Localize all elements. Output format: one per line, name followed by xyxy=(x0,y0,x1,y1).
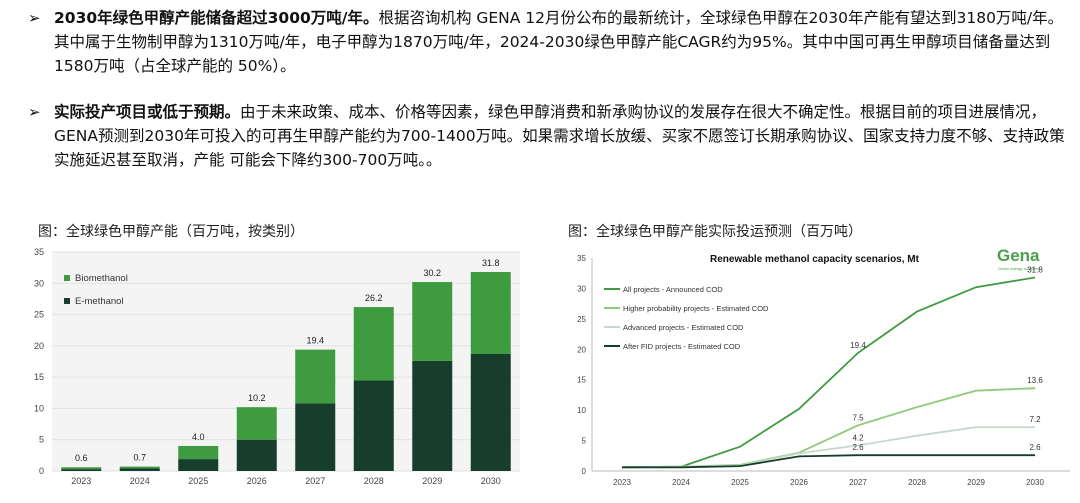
bar-segment-e-methanol xyxy=(236,439,277,471)
legend-label: E-methanol xyxy=(75,296,124,307)
bullet-actual-production: ➢ 实际投产项目或低于预期。由于未来政策、成本、价格等因素，绿色甲醇消费和新承购… xyxy=(28,100,1068,172)
line-series-1 xyxy=(621,276,1036,469)
line-data-label: 7.2 xyxy=(1029,415,1041,424)
gena-logo: Gena xyxy=(997,246,1040,265)
bar-segment-e-methanol xyxy=(353,380,394,471)
bar-total-label: 10.2 xyxy=(248,393,266,403)
line-y-tick-label: 5 xyxy=(582,437,587,446)
legend-swatch-biomethanol xyxy=(64,275,70,281)
line-y-tick-label: 30 xyxy=(577,284,586,293)
bullet-capacity-reserve: ➢ 2030年绿色甲醇产能储备超过3000万吨/年。根据咨询机构 GENA 12… xyxy=(28,6,1068,78)
bar-total-label: 31.8 xyxy=(482,258,500,268)
line-legend-label: After FID projects - Estimated COD xyxy=(623,342,741,351)
bar-segment-e-methanol xyxy=(61,469,102,471)
bar-x-tick-label: 2024 xyxy=(130,476,150,486)
line-y-tick-label: 20 xyxy=(577,345,586,354)
bar-y-tick-label: 20 xyxy=(34,341,44,351)
bar-segment-e-methanol xyxy=(119,468,160,471)
bar-segment-biomethanol xyxy=(61,467,102,470)
bar-x-tick-label: 2023 xyxy=(71,476,91,486)
bar-x-tick-label: 2029 xyxy=(422,476,442,486)
legend-label: Biomethanol xyxy=(75,273,128,284)
line-data-label: 2.6 xyxy=(852,443,864,452)
line-data-label: 7.5 xyxy=(852,413,864,422)
bullet-1-text: 根据咨询机构 GENA 12月份公布的最新统计，全球绿色甲醇在2030年产能有望… xyxy=(54,9,1064,75)
bar-total-label: 19.4 xyxy=(306,336,324,346)
legend-swatch-e-methanol xyxy=(64,298,70,304)
line-x-tick-label: 2027 xyxy=(849,478,867,487)
line-series-3 xyxy=(621,426,1035,469)
bar-x-tick-label: 2026 xyxy=(247,476,267,486)
line-chart: Renewable methanol capacity scenarios, M… xyxy=(577,246,1070,487)
bar-x-tick-label: 2025 xyxy=(188,476,208,486)
bar-y-tick-label: 5 xyxy=(39,435,44,445)
bar-segment-e-methanol xyxy=(470,353,511,471)
line-y-tick-label: 0 xyxy=(582,467,587,476)
line-data-label: 4.2 xyxy=(852,433,864,442)
bar-x-tick-label: 2027 xyxy=(305,476,325,486)
bar-segment-e-methanol xyxy=(412,360,453,471)
bar-total-label: 0.6 xyxy=(75,453,88,463)
line-legend-label: Higher probability projects - Estimated … xyxy=(623,304,769,313)
line-legend-label: All projects - Announced COD xyxy=(623,285,723,294)
arrow-bullet-icon: ➢ xyxy=(28,9,41,27)
line-y-tick-label: 10 xyxy=(577,406,586,415)
bar-segment-biomethanol xyxy=(236,407,277,440)
line-y-tick-label: 25 xyxy=(577,315,586,324)
bar-segment-biomethanol xyxy=(119,466,160,469)
line-y-tick-label: 15 xyxy=(577,376,586,385)
line-y-tick-label: 35 xyxy=(577,254,586,263)
arrow-bullet-icon: ➢ xyxy=(28,103,41,121)
bar-total-label: 0.7 xyxy=(133,453,146,463)
bar-total-label: 4.0 xyxy=(192,432,205,442)
line-x-tick-label: 2028 xyxy=(908,478,926,487)
bar-total-label: 26.2 xyxy=(365,293,383,303)
bar-segment-biomethanol xyxy=(295,349,336,404)
gena-logo-tagline: Green energy solutions xyxy=(998,266,1039,271)
bar-segment-biomethanol xyxy=(470,272,511,354)
bullet-2-text: 由于未来政策、成本、价格等因素，绿色甲醇消费和新承购协议的发展存在很大不确定性。… xyxy=(54,103,1065,169)
line-data-label: 2.6 xyxy=(1029,443,1041,452)
bar-y-tick-label: 35 xyxy=(34,247,44,257)
line-data-label: 19.4 xyxy=(850,341,866,350)
line-x-tick-label: 2026 xyxy=(790,478,808,487)
bar-x-tick-label: 2028 xyxy=(364,476,384,486)
bar-segment-biomethanol xyxy=(178,445,219,460)
bar-chart: 051015202530350.620230.720244.0202510.22… xyxy=(34,247,520,486)
bar-y-tick-label: 15 xyxy=(34,372,44,382)
bar-segment-biomethanol xyxy=(412,282,453,361)
bar-segment-biomethanol xyxy=(353,307,394,381)
bar-segment-e-methanol xyxy=(295,403,336,471)
line-chart-title: Renewable methanol capacity scenarios, M… xyxy=(710,254,920,265)
bar-y-tick-label: 25 xyxy=(34,310,44,320)
line-x-tick-label: 2029 xyxy=(967,478,985,487)
right-figure-caption: 图：全球绿色甲醇产能实际投运预测（百万吨） xyxy=(568,224,862,240)
bullet-1-heading: 2030年绿色甲醇产能储备超过3000万吨/年。 xyxy=(54,9,379,27)
bar-total-label: 30.2 xyxy=(423,268,441,278)
line-series-4 xyxy=(622,454,1035,469)
bullet-2-heading: 实际投产项目或低于预期。 xyxy=(54,103,241,121)
bar-y-tick-label: 30 xyxy=(34,278,44,288)
line-x-tick-label: 2023 xyxy=(613,478,631,487)
line-data-label: 13.6 xyxy=(1027,376,1043,385)
line-x-tick-label: 2030 xyxy=(1026,478,1044,487)
line-x-tick-label: 2024 xyxy=(672,478,690,487)
bar-y-tick-label: 0 xyxy=(39,466,44,476)
bar-segment-e-methanol xyxy=(178,459,219,471)
line-legend-label: Advanced projects - Estimated COD xyxy=(623,323,744,332)
line-x-tick-label: 2025 xyxy=(731,478,749,487)
line-data-label: 31.8 xyxy=(1027,265,1043,274)
bar-x-tick-label: 2030 xyxy=(481,476,501,486)
left-figure-caption: 图：全球绿色甲醇产能（百万吨，按类别） xyxy=(38,224,304,240)
bar-y-tick-label: 10 xyxy=(34,403,44,413)
